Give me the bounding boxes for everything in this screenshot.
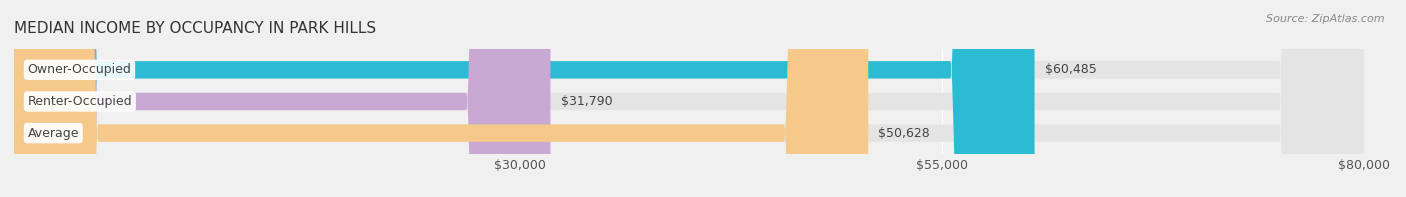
Text: $60,485: $60,485	[1045, 63, 1097, 76]
FancyBboxPatch shape	[14, 0, 550, 197]
Text: $50,628: $50,628	[879, 127, 931, 140]
FancyBboxPatch shape	[14, 0, 1364, 197]
Text: Renter-Occupied: Renter-Occupied	[28, 95, 132, 108]
Text: MEDIAN INCOME BY OCCUPANCY IN PARK HILLS: MEDIAN INCOME BY OCCUPANCY IN PARK HILLS	[14, 21, 377, 36]
Text: Source: ZipAtlas.com: Source: ZipAtlas.com	[1267, 14, 1385, 24]
FancyBboxPatch shape	[14, 0, 1364, 197]
Text: $31,790: $31,790	[561, 95, 612, 108]
Text: Average: Average	[28, 127, 79, 140]
Text: Owner-Occupied: Owner-Occupied	[28, 63, 131, 76]
FancyBboxPatch shape	[14, 0, 869, 197]
FancyBboxPatch shape	[14, 0, 1035, 197]
FancyBboxPatch shape	[14, 0, 1364, 197]
